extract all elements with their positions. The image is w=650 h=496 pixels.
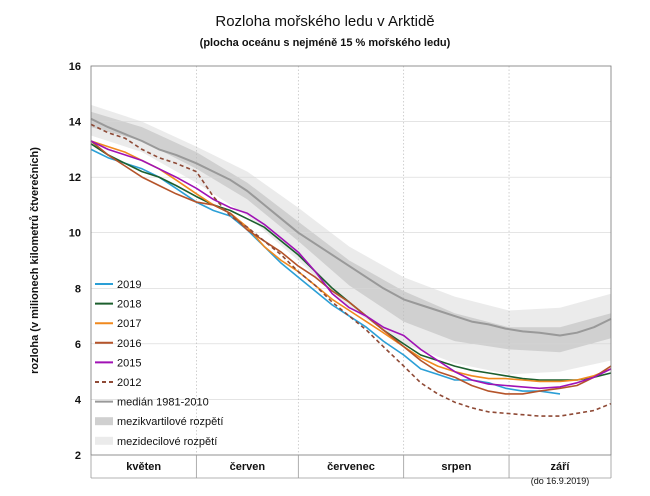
x-tick-label: květen [126,461,161,473]
legend-label: medián 1981-2010 [117,397,209,409]
legend-label: mezidecilové rozpětí [117,436,217,448]
chart-title: Rozloha mořského ledu v Arktidě [215,13,435,30]
legend: 2019 2018 2017 2016 2015 2012 medián 1981-2010… [95,279,223,448]
plot-frame [90,65,612,456]
y-tick-label: 14 [69,117,82,129]
legend-item: mezikvartilové rozpětí [95,416,223,428]
legend-label: 2017 [117,318,141,330]
legend-item: 2012 [95,377,141,389]
legend-label: 2019 [117,279,141,291]
y-tick-label: 16 [69,61,81,73]
legend-swatch [95,417,113,426]
series-line-2016 [90,140,612,395]
y-tick-label: 6 [75,339,81,351]
range-bands [91,104,611,375]
legend-item: 2017 [95,318,141,330]
legend-item: mezidecilové rozpětí [95,436,217,448]
x-tick-label: srpen [441,461,471,473]
y-tick-label: 10 [69,228,81,240]
y-tick-label: 8 [75,283,81,295]
legend-label: 2016 [117,338,141,350]
band-interquartile [91,111,611,353]
x-axis-ticks: květen červen červenec srpen září [90,455,612,479]
x-tick-label: září [551,461,571,473]
series-lines [90,117,612,417]
legend-label: 2018 [117,299,141,311]
y-tick-label: 12 [69,172,81,184]
y-axis-ticks: 2 4 6 8 10 12 14 16 [69,61,82,462]
x-tick-label: červenec [327,461,375,473]
series-line-2012 [90,123,612,417]
legend-item: 2019 [95,279,141,291]
legend-label: mezikvartilové rozpětí [117,416,223,428]
legend-swatch [95,436,113,445]
series-line-2017 [90,140,612,383]
y-tick-label: 2 [75,450,81,462]
date-note: (do 16.9.2019) [531,476,590,486]
y-axis-label: rozloha (v milionech kilometrů čtvereční… [29,147,41,374]
legend-item: 2015 [95,357,141,369]
legend-item: medián 1981-2010 [95,397,209,409]
legend-item: 2016 [95,338,141,350]
series-line-medián [90,117,612,337]
legend-label: 2012 [117,377,141,389]
series-line-2015 [90,140,612,390]
legend-label: 2015 [117,357,141,369]
x-tick-label: červen [230,461,266,473]
chart-subtitle: (plocha oceánu s nejméně 15 % mořského l… [199,37,451,49]
y-tick-label: 4 [75,394,82,406]
legend-item: 2018 [95,299,141,311]
